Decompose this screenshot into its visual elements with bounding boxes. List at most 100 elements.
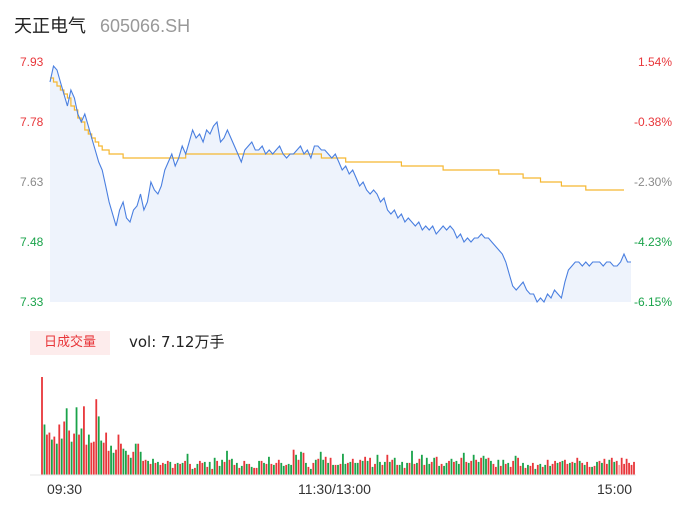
- volume-bar: [423, 464, 426, 475]
- volume-bar: [470, 460, 473, 475]
- price-area-fill: [50, 66, 631, 302]
- volume-bar: [445, 462, 448, 475]
- volume-bar: [233, 464, 236, 475]
- volume-bar: [428, 463, 431, 475]
- percent-tick-label: -0.38%: [633, 115, 672, 129]
- volume-bar: [613, 461, 616, 475]
- volume-bar: [174, 463, 177, 475]
- volume-bar: [578, 460, 581, 475]
- volume-bar: [300, 451, 302, 475]
- percent-tick-label: -2.30%: [633, 175, 672, 189]
- volume-bar: [544, 464, 547, 475]
- volume-bar: [381, 464, 384, 475]
- volume-bar: [418, 458, 421, 475]
- volume-bar: [203, 461, 206, 475]
- price-tick-label: 7.93: [20, 55, 44, 69]
- volume-bar: [568, 462, 571, 475]
- volume-bar: [618, 464, 621, 475]
- price-tick-label: 7.33: [20, 295, 44, 309]
- volume-bar: [605, 463, 608, 475]
- volume-bar: [339, 463, 342, 475]
- volume-bar: [198, 460, 201, 475]
- volume-bar: [139, 451, 142, 475]
- volume-bar: [376, 454, 379, 475]
- volume-bar: [413, 463, 416, 475]
- volume-bar: [448, 460, 450, 475]
- volume-bar: [633, 461, 635, 475]
- volume-bar: [561, 460, 564, 475]
- volume-bar: [512, 460, 515, 475]
- volume-bar: [238, 467, 241, 475]
- time-tick-label: 11:30/13:00: [298, 481, 371, 497]
- volume-bar: [531, 462, 534, 475]
- volume-bar: [317, 458, 320, 475]
- volume-bar: [73, 433, 75, 475]
- volume-bar: [576, 457, 579, 475]
- volume-bar: [152, 458, 154, 475]
- volume-bar: [102, 442, 105, 475]
- volume-bar: [420, 454, 423, 475]
- volume-bar: [475, 459, 478, 475]
- volume-bar: [134, 443, 137, 475]
- volume-bar: [472, 454, 475, 475]
- volume-bar: [129, 457, 132, 475]
- volume-bar: [181, 462, 184, 475]
- volume-bar: [83, 406, 85, 475]
- volume-bar: [287, 463, 290, 475]
- volume-bar: [554, 460, 556, 475]
- volume-bar: [391, 459, 394, 475]
- volume-bar: [171, 467, 174, 475]
- volume-bar: [120, 443, 122, 475]
- volume-bar: [213, 457, 216, 475]
- volume-bar: [462, 452, 465, 475]
- volume-bar: [455, 460, 458, 475]
- volume-bar: [480, 457, 482, 475]
- volume-bar: [228, 459, 231, 475]
- volume-bar: [529, 465, 532, 475]
- volume-bar: [556, 462, 559, 475]
- volume-bar: [169, 461, 172, 475]
- volume-bar: [270, 463, 273, 475]
- volume-bar: [628, 462, 630, 475]
- volume-bar: [194, 467, 196, 475]
- volume-bar: [443, 465, 445, 475]
- volume-bar: [593, 465, 596, 475]
- volume-bar: [41, 377, 43, 475]
- volume-bar: [206, 466, 209, 475]
- volume-bar: [490, 460, 492, 475]
- volume-bar: [48, 432, 51, 475]
- volume-bar: [191, 468, 194, 475]
- volume-bar: [601, 462, 603, 475]
- volume-bar: [494, 466, 497, 475]
- volume-bar: [457, 463, 460, 475]
- volume-bar: [344, 463, 347, 475]
- volume-bar: [248, 463, 251, 475]
- volume-bar: [408, 462, 411, 475]
- average-price-line: [50, 77, 624, 191]
- volume-bar: [226, 450, 228, 475]
- volume-bar: [46, 434, 48, 475]
- volume-bar: [221, 459, 223, 475]
- volume-bar: [95, 399, 98, 475]
- volume-bar: [440, 463, 443, 475]
- volume-bar: [539, 463, 542, 475]
- volume-bar: [620, 457, 623, 475]
- volume-bar: [53, 436, 56, 475]
- daily-volume-badge: 日成交量: [30, 331, 110, 355]
- volume-bar: [149, 463, 152, 475]
- volume-bar: [354, 462, 357, 475]
- volume-bar: [277, 459, 280, 475]
- volume-bar: [549, 465, 552, 475]
- volume-bar: [117, 434, 120, 475]
- volume-bar: [292, 449, 295, 475]
- volume-bar: [514, 455, 517, 475]
- volume-bar: [201, 462, 204, 475]
- volume-bar: [290, 464, 293, 475]
- volume-bar: [492, 463, 495, 475]
- volume-bar: [231, 458, 233, 475]
- volume-bar: [179, 463, 182, 475]
- volume-bar: [218, 465, 221, 475]
- volume-bar: [314, 459, 317, 475]
- volume-bar: [161, 462, 164, 475]
- volume-bar: [615, 460, 618, 475]
